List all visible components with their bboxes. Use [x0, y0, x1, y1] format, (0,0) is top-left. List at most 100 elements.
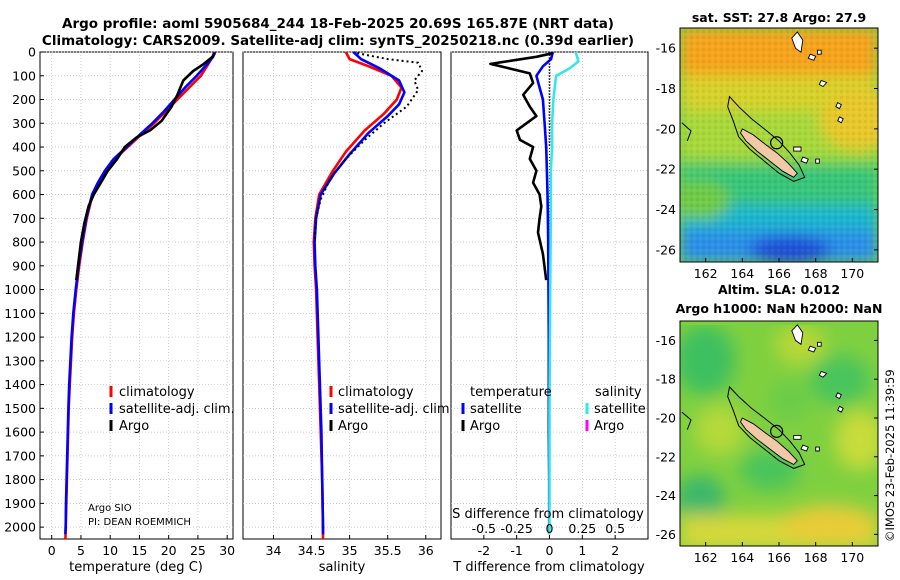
series-line-2	[548, 51, 580, 535]
map-y-tick-label-5: -26	[656, 242, 676, 257]
salinity-plot: 34 34.5 35 35.5 36 salinity climatology sate…	[242, 51, 454, 575]
argo-position-marker	[770, 424, 784, 438]
island-7	[835, 101, 842, 110]
map-x-tick-label-1: 164	[730, 550, 754, 565]
salinity-plot-area	[242, 51, 442, 540]
argo-position-marker	[770, 136, 784, 150]
x-tick-label-0: 0	[48, 543, 56, 558]
title-line-2: Climatology: CARS2009. Satellite-adj cli…	[42, 33, 634, 49]
map-y-tick-label-0: -16	[656, 41, 676, 56]
map-x-tick-label-2: 166	[767, 550, 791, 565]
y-tick-label-18: 1800	[4, 472, 36, 487]
x-tick-label-3: 15	[131, 543, 147, 558]
legend-title-temperature: temperature	[470, 385, 552, 400]
legend-label-s-satellite: satellite	[594, 402, 646, 417]
y-tick-label-9: 900	[12, 258, 36, 273]
difference-x-ticks: -2 -1 0 1 2	[478, 535, 619, 558]
island-4	[791, 324, 804, 346]
y-tick-label-20: 2000	[4, 520, 36, 535]
island-8	[837, 116, 844, 124]
sla-map-x-ticks: 162 164 166 168 170	[694, 542, 864, 565]
x-tick-label-4: 36	[418, 543, 434, 558]
difference-x-label: T difference from climatology	[452, 560, 645, 575]
reef-west	[681, 122, 692, 142]
series-line-2	[75, 52, 216, 281]
temperature-series	[64, 51, 217, 540]
island-1	[800, 156, 809, 164]
map-x-tick-label-0: 162	[694, 550, 718, 565]
x-tick-label-3: 1	[578, 543, 586, 558]
y-tick-label-19: 1900	[4, 496, 36, 511]
legend-label-satellite-adj: satellite-adj. clim.	[119, 402, 235, 417]
x-tick-label-5: 25	[190, 543, 206, 558]
x-tick-label-2: 10	[102, 543, 118, 558]
difference-s-axis-label: S difference from climatology	[452, 507, 644, 522]
credit-pi: PI: DEAN ROEMMICH	[88, 517, 191, 528]
map-y-tick-label-1: -18	[656, 81, 676, 96]
map-y-tick-label-4: -24	[656, 488, 676, 503]
map-x-tick-label-4: 170	[840, 266, 864, 281]
salinity-series	[312, 51, 423, 539]
difference-s-ticks: -0.5 -0.25 0 0.25 0.5	[472, 521, 625, 536]
temperature-plot-area	[39, 51, 234, 540]
salinity-grid	[243, 51, 441, 539]
map-y-tick-label-2: -20	[656, 410, 676, 425]
sla-land	[681, 324, 844, 469]
temperature-legend: climatology satellite-adj. clim. Argo	[109, 385, 235, 434]
island-0	[739, 128, 798, 178]
y-tick-label-4: 400	[12, 140, 36, 155]
y-tick-label-11: 1100	[4, 306, 36, 321]
sla-map-y-ticks: -16 -18 -20 -22 -24 -26	[656, 333, 878, 542]
salinity-x-label: salinity	[319, 560, 366, 575]
salinity-x-ticks: 34 34.5 35 35.5 36	[266, 535, 434, 558]
island-8	[837, 405, 844, 413]
island-2	[793, 434, 802, 440]
island-3	[815, 446, 820, 452]
sst-map-x-ticks: 162 164 166 168 170	[694, 258, 864, 281]
y-tick-label-2: 200	[12, 92, 36, 107]
map-y-tick-label-2: -20	[656, 121, 676, 136]
sst-map-field	[680, 28, 878, 262]
sla-map-title-2: Argo h1000: NaN h2000: NaN	[676, 301, 883, 316]
x-tick-label-4: 2	[611, 543, 619, 558]
x-tick-label-6: 30	[219, 543, 235, 558]
island-3	[815, 158, 820, 164]
y-tick-label-15: 1500	[4, 401, 36, 416]
legend-label-argo: Argo	[338, 419, 368, 434]
island-0	[739, 417, 798, 466]
island-4	[791, 31, 804, 54]
sla-map: Altim. SLA: 0.012 Argo h1000: NaN h2000:…	[656, 282, 883, 565]
title-line-1: Argo profile: aoml 5905684_244 18-Feb-20…	[62, 16, 614, 32]
map-y-tick-label-4: -24	[656, 202, 676, 217]
x-tick-label-1: 34.5	[298, 543, 326, 558]
island-6	[818, 79, 828, 88]
sla-map-field	[680, 321, 878, 546]
reef-outline	[727, 385, 806, 469]
s-tick-label-3: 0.25	[568, 521, 596, 536]
y-tick-label-1: 100	[12, 68, 36, 83]
s-tick-label-1: -0.25	[500, 521, 532, 536]
x-tick-label-2: 0	[546, 543, 554, 558]
temperature-y-ticks: 0 100 200 300 400 500 600 700 800 900 1000 1100 1200…	[4, 45, 44, 535]
x-tick-label-0: -2	[478, 543, 490, 558]
map-x-tick-label-2: 166	[767, 266, 791, 281]
x-tick-label-1: -1	[510, 543, 522, 558]
x-tick-label-3: 35.5	[374, 543, 402, 558]
map-x-tick-label-0: 162	[694, 266, 718, 281]
sst-map-y-ticks: -16 -18 -20 -22 -24 -26	[656, 41, 878, 257]
y-tick-label-16: 1600	[4, 425, 36, 440]
difference-series	[489, 51, 580, 535]
map-x-tick-label-1: 164	[730, 266, 754, 281]
y-tick-label-5: 500	[12, 163, 36, 178]
island-9	[817, 49, 822, 55]
map-y-tick-label-3: -22	[656, 162, 676, 177]
x-tick-label-1: 5	[77, 543, 85, 558]
island-2	[793, 146, 802, 152]
island-7	[835, 392, 842, 400]
x-tick-label-0: 34	[266, 543, 282, 558]
legend-label-argo: Argo	[119, 419, 149, 434]
legend-label-climatology: climatology	[119, 385, 195, 400]
temperature-x-ticks: 0 5 10 15 20 25 30	[48, 535, 235, 558]
x-tick-label-4: 20	[161, 543, 177, 558]
map-y-tick-label-5: -26	[656, 527, 676, 542]
